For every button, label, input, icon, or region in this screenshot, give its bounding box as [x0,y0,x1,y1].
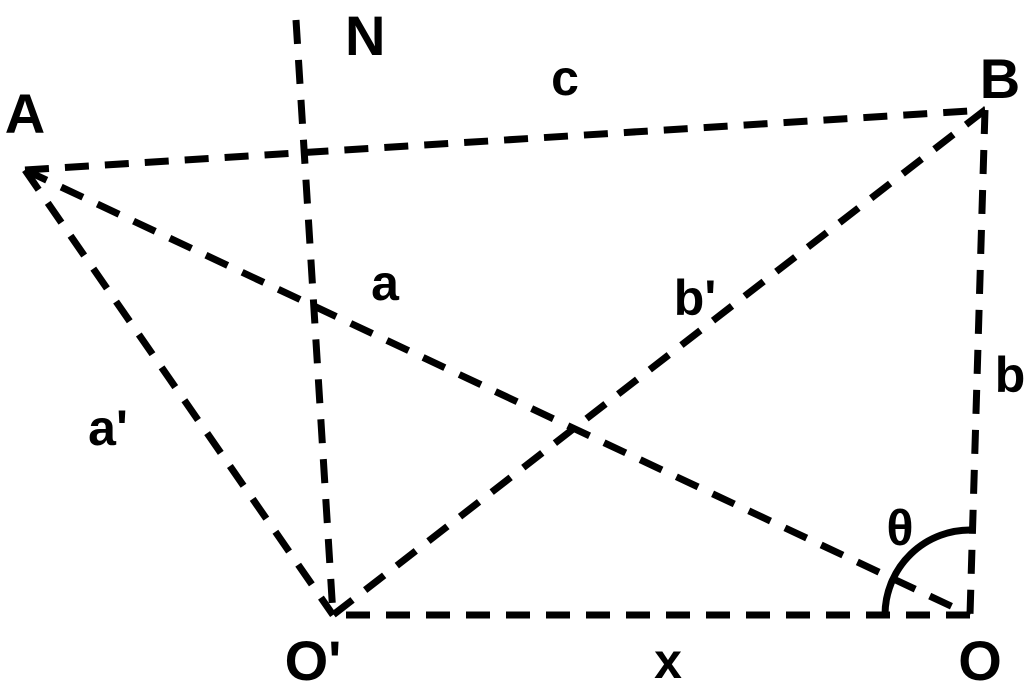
label-theta: θ [886,500,913,556]
edge-AO [25,170,970,615]
edge-AOprime [25,170,333,615]
geometry-diagram: A B O O' Nc a b' b a' x θ [0,0,1029,691]
edge-BO [970,110,985,615]
label-x: x [654,633,682,689]
label-aprime: a' [88,400,128,456]
label-O: O [958,629,1002,691]
label-A: A [5,82,45,145]
edge-NOprime [296,20,333,615]
edge-AB [25,110,985,170]
label-c: c [551,50,579,106]
label-b: b [995,347,1026,403]
label-a: a [371,255,400,311]
label-N: N [345,4,385,67]
label-bprime: b' [674,270,716,326]
label-B: B [980,47,1020,110]
label-Oprime: O' [285,629,342,691]
